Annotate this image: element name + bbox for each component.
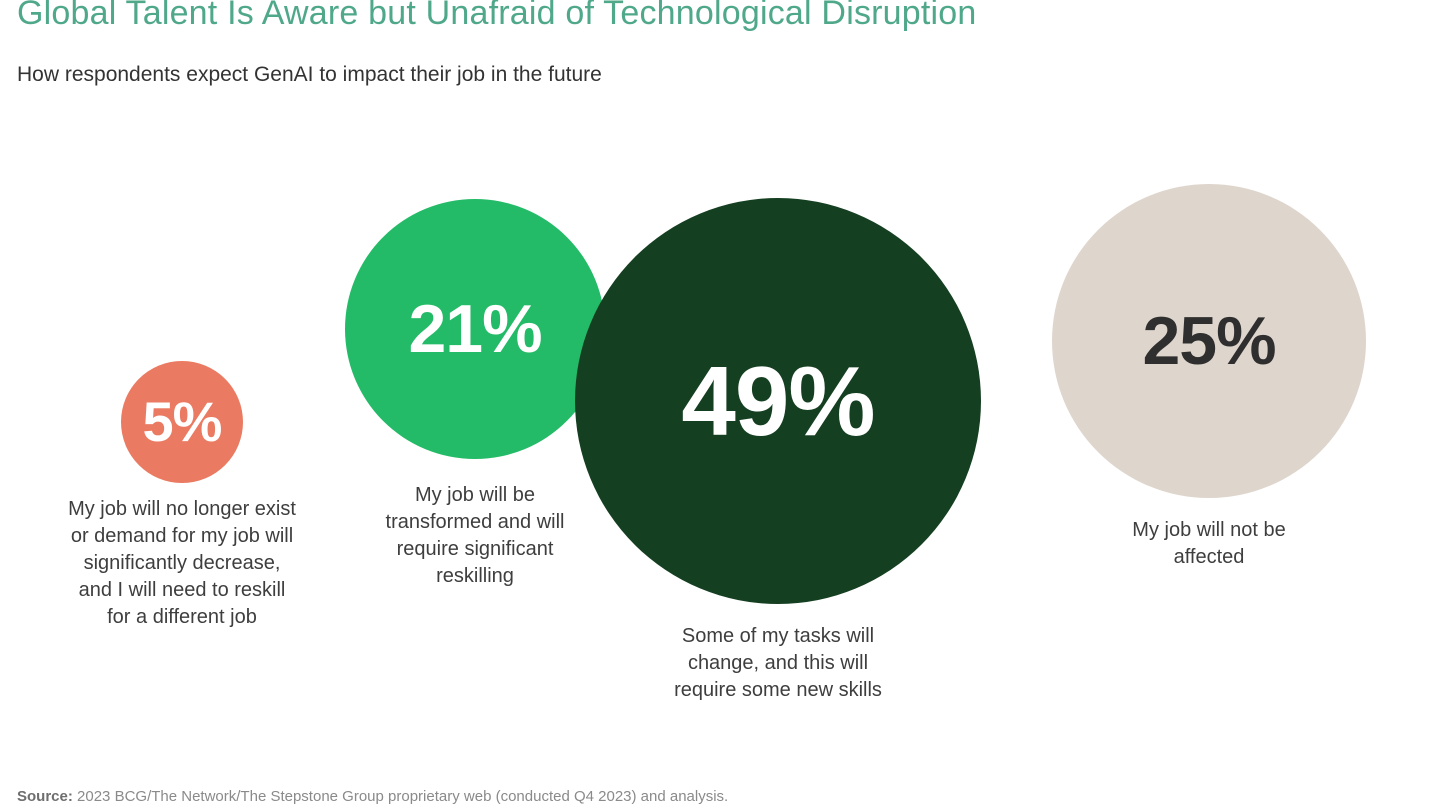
page-subtitle: How respondents expect GenAI to impact t…	[17, 63, 602, 86]
page-title: Global Talent Is Aware but Unafraid of T…	[17, 0, 977, 32]
bubble-label: Some of my tasks will change, and this w…	[674, 625, 882, 701]
bubble-49-percent: 49%	[575, 198, 981, 604]
bubble-25-percent: 25%	[1052, 184, 1366, 498]
bubble-value: 49%	[681, 346, 875, 456]
source-label: Source:	[17, 788, 73, 805]
bubble-label: My job will be transformed and will requ…	[385, 484, 565, 587]
bubble-value: 25%	[1142, 303, 1276, 379]
bubble-value: 5%	[142, 390, 223, 453]
source-text: 2023 BCG/The Network/The Stepstone Group…	[77, 788, 729, 805]
source-note: Source: 2023 BCG/The Network/The Stepsto…	[17, 787, 728, 806]
bubble-label: My job will no longer exist or demand fo…	[68, 498, 296, 628]
bubble-label: My job will not be affected	[1132, 519, 1286, 568]
bubble-5-percent: 5%	[121, 361, 243, 483]
bubble-value: 21%	[408, 291, 542, 367]
bubble-21-percent: 21%	[345, 199, 605, 459]
